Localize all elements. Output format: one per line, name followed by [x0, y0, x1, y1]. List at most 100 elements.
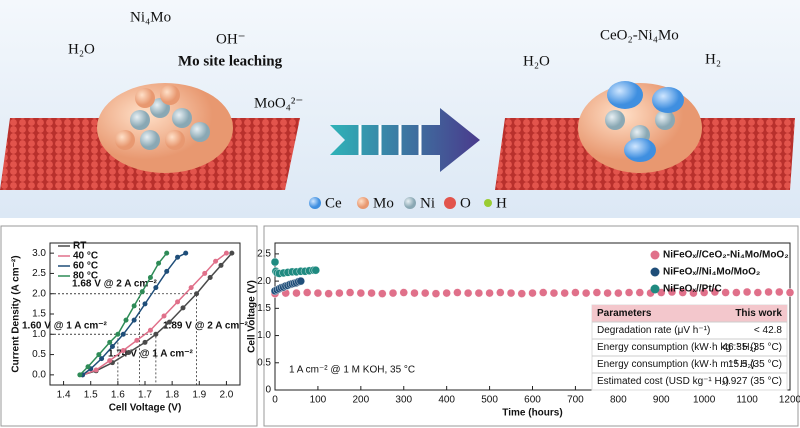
data-point — [463, 288, 473, 298]
data-point — [635, 288, 644, 297]
label-h2o: H₂O — [68, 41, 95, 57]
x-tick-label: 800 — [610, 395, 627, 406]
data-point — [775, 287, 784, 297]
data-point — [147, 274, 153, 280]
label-h2: H₂ — [705, 51, 721, 67]
table-header-bg — [592, 305, 787, 322]
data-point — [785, 288, 795, 297]
data-point — [528, 288, 537, 298]
x-tick-label: 200 — [352, 395, 369, 406]
data-point — [410, 288, 419, 298]
data-point — [324, 289, 333, 298]
data-point — [431, 289, 441, 298]
annotation: 1.74 V @ 1 A cm⁻² — [108, 349, 194, 360]
table-cell: This work — [735, 308, 782, 319]
label-h2o-right: H₂O — [523, 53, 550, 69]
table-cell: 15.5 (35 °C) — [728, 359, 782, 370]
annotation: 1.68 V @ 2 A cm⁻² — [72, 279, 158, 290]
data-point — [296, 276, 305, 286]
data-point — [175, 254, 181, 260]
x-tick-label: 600 — [524, 395, 541, 406]
data-point — [592, 288, 602, 297]
y-axis-title: Current Density (A cm⁻²) — [11, 255, 22, 372]
y-tick-label: 2.5 — [257, 249, 271, 260]
y-tick-label: 0 — [265, 385, 271, 396]
data-point — [207, 274, 213, 280]
data-point — [109, 343, 115, 349]
data-point — [571, 288, 580, 297]
legend-h: H — [496, 195, 507, 211]
y-tick-label: 2.5 — [32, 268, 46, 279]
cluster-left — [97, 83, 233, 173]
annotation: 1.89 V @ 2 A cm⁻² — [163, 321, 249, 332]
legend-ce: Ce — [325, 195, 342, 211]
table-cell: < 42.8 — [754, 325, 783, 336]
data-point — [699, 288, 709, 297]
table-cell: Parameters — [597, 308, 652, 319]
data-point — [367, 288, 376, 298]
data-point — [614, 288, 623, 298]
data-point — [302, 288, 312, 297]
x-tick-label: 1.6 — [111, 390, 125, 401]
data-point — [188, 285, 194, 291]
label-oh: OH⁻ — [216, 31, 246, 47]
y-tick-label: 1.5 — [32, 309, 46, 320]
panel-left — [0, 225, 258, 427]
data-point — [93, 367, 99, 373]
x-tick-label: 1100 — [736, 395, 758, 406]
x-tick-label: 500 — [481, 395, 498, 406]
annotation: 1.60 V @ 1 A cm⁻² — [22, 321, 108, 332]
legend-ni: Ni — [420, 195, 435, 211]
data-point — [292, 288, 301, 298]
y-tick-label: 2.0 — [32, 288, 46, 299]
table-cell: Energy consumption (kW·h m⁻³ H₂) — [597, 359, 755, 370]
legend-marker — [650, 267, 660, 277]
legend-marker — [650, 284, 660, 294]
data-point — [147, 327, 153, 333]
guide-line — [50, 293, 197, 385]
data-point — [581, 288, 591, 298]
data-point — [85, 364, 91, 370]
table-cell: Degradation rate (μV h⁻¹) — [597, 325, 710, 336]
y-tick-label: 0.5 — [32, 349, 46, 360]
data-point — [107, 358, 113, 364]
data-point — [142, 301, 148, 307]
data-point — [345, 288, 355, 297]
x-tick-label: 400 — [438, 395, 455, 406]
data-point — [123, 317, 129, 323]
x-tick-label: 1.7 — [138, 390, 152, 401]
data-point — [764, 287, 773, 297]
legend-label: 60 °C — [73, 261, 98, 272]
table-cell: Estimated cost (USD kg⁻¹ H₂) — [597, 376, 729, 387]
data-point — [388, 288, 398, 298]
data-point — [180, 305, 186, 311]
x-tick-label: 1.9 — [192, 390, 206, 401]
data-point — [96, 352, 102, 358]
data-point — [229, 250, 235, 256]
data-point — [667, 287, 677, 297]
legend-label: NiFeOₓ//Ni₄Mo/MoO₂ — [663, 267, 760, 278]
table-cell: Energy consumption (kW·h kg⁻¹ H₂) — [597, 342, 757, 353]
data-point — [134, 337, 140, 343]
data-point — [223, 250, 229, 256]
y-tick-label: 0.5 — [257, 357, 271, 368]
y-tick-label: 1.0 — [257, 330, 271, 341]
data-point — [603, 288, 612, 298]
schematic: H₂O Ni₄Mo OH⁻ Mo site leaching MoO₄²⁻ H₂… — [0, 0, 800, 218]
data-point — [175, 299, 181, 305]
data-point — [120, 348, 126, 354]
data-point — [218, 262, 224, 268]
data-point — [732, 288, 741, 297]
data-point — [213, 258, 219, 264]
data-point — [399, 288, 408, 297]
label-moo4: MoO₄²⁻ — [254, 95, 303, 111]
data-point — [485, 288, 494, 298]
data-point — [742, 287, 752, 297]
x-tick-label: 2.0 — [219, 390, 233, 401]
data-point — [313, 288, 323, 298]
y-tick-label: 1.0 — [32, 329, 46, 340]
data-point — [710, 287, 720, 297]
data-point — [753, 288, 763, 297]
data-point — [624, 288, 634, 297]
legend-label: NiFeOₓ//Pt/C — [663, 284, 722, 295]
